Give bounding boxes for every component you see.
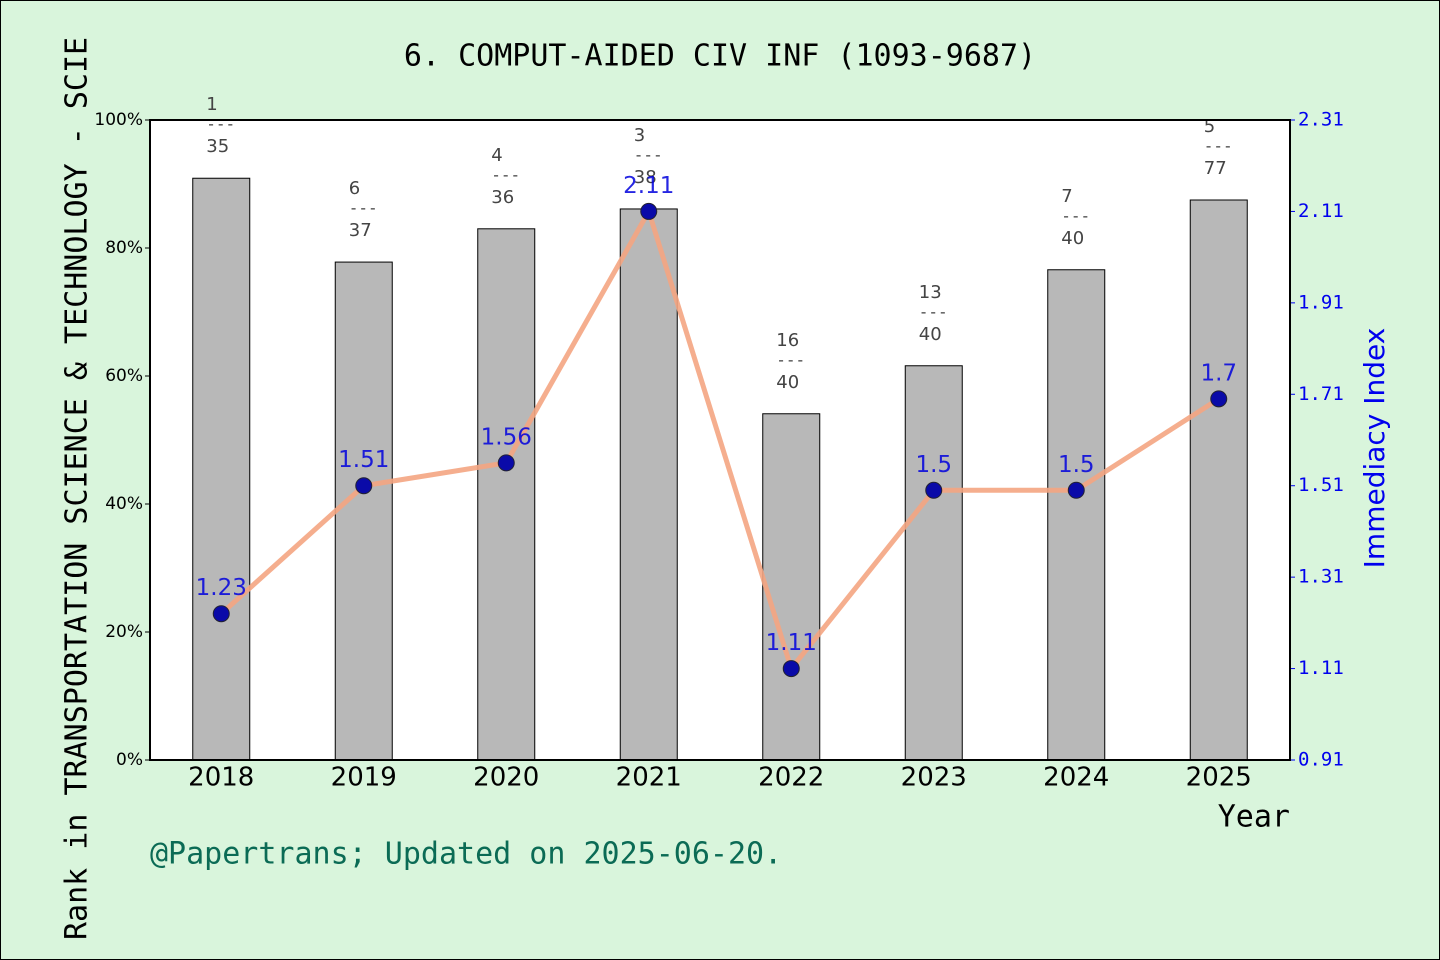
rank-total: 35 (206, 136, 229, 157)
x-tick-label: 2023 (901, 763, 967, 793)
line-marker (497, 454, 515, 472)
point-label: 1.56 (481, 424, 532, 450)
point-label: 1.5 (915, 452, 952, 478)
rank-separator: --- (491, 165, 520, 184)
x-tick-label: 2021 (616, 763, 682, 793)
y-tick-label: 60% (105, 366, 143, 386)
x-tick-label: 2019 (331, 763, 397, 793)
rank-label: 13 (919, 282, 942, 303)
point-label: 1.5 (1058, 452, 1095, 478)
rank-separator: --- (1061, 206, 1090, 225)
y2-tick-label: 1.71 (1298, 383, 1344, 405)
y2-axis-label: Immediacy Index (1358, 328, 1391, 569)
line (219, 205, 1221, 674)
bar (477, 228, 536, 761)
rank-total: 40 (919, 324, 942, 345)
rank-separator: --- (634, 145, 663, 164)
y-tick-label: 20% (105, 622, 143, 642)
x-tick-label: 2024 (1043, 763, 1109, 793)
y-tick-label: 80% (105, 238, 143, 258)
line-marker (212, 605, 230, 623)
line-marker (1210, 390, 1228, 408)
rank-total: 40 (1061, 228, 1084, 249)
line-marker (925, 481, 943, 499)
rank-label: 6 (349, 178, 360, 199)
point-label: 1.51 (338, 447, 389, 473)
rank-total: 77 (1204, 158, 1227, 179)
y-tick-label: 100% (94, 110, 143, 130)
rank-separator: --- (1204, 137, 1233, 156)
x-tick-label: 2022 (758, 763, 824, 793)
rank-separator: --- (349, 199, 378, 218)
x-tick-label: 2025 (1186, 763, 1252, 793)
bar (762, 413, 821, 761)
rank-total: 37 (349, 220, 372, 241)
rank-total: 38 (634, 167, 657, 188)
y2-tick-label: 1.11 (1298, 657, 1344, 679)
rank-label: 7 (1061, 186, 1072, 207)
x-tick-label: 2020 (473, 763, 539, 793)
bar (1047, 269, 1106, 761)
x-axis-label: Year (1218, 800, 1290, 835)
line-marker (782, 660, 800, 678)
plot-frame (149, 119, 1291, 761)
rank-separator: --- (919, 302, 948, 321)
footer: @Papertrans; Updated on 2025-06-20. (150, 837, 782, 872)
y2-tick-label: 1.31 (1298, 566, 1344, 588)
y2-tick-label: 1.51 (1298, 474, 1344, 496)
rank-total: 40 (776, 372, 799, 393)
bar (904, 365, 963, 761)
point-label: 2.11 (623, 173, 674, 199)
y2-tick-label: 1.91 (1298, 291, 1344, 313)
y-axis-label: Rank in TRANSPORTATION SCIENCE & TECHNOL… (60, 37, 95, 940)
chart-title: 6. COMPUT-AIDED CIV INF (1093-9687) (404, 39, 1036, 74)
rank-separator: --- (776, 350, 805, 369)
point-label: 1.7 (1200, 360, 1237, 386)
y2-tick-label: 2.11 (1298, 200, 1344, 222)
line-marker (355, 477, 373, 495)
y2-tick-label: 2.31 (1298, 109, 1344, 131)
line-marker (1067, 481, 1085, 499)
bar (192, 177, 251, 761)
point-label: 1.23 (196, 575, 247, 601)
rank-separator: --- (206, 115, 235, 134)
y-tick-label: 40% (105, 494, 143, 514)
y2-tick-label: 0.91 (1298, 749, 1344, 771)
rank-label: 1 (206, 94, 217, 115)
rank-label: 5 (1204, 116, 1215, 137)
bar (619, 208, 678, 761)
rank-label: 3 (634, 125, 645, 146)
line-marker (640, 202, 658, 220)
rank-total: 36 (491, 187, 514, 208)
rank-label: 16 (776, 330, 799, 351)
bar (334, 261, 393, 761)
y-tick-label: 0% (116, 750, 143, 770)
point-label: 1.11 (766, 630, 817, 656)
bar (1189, 199, 1248, 761)
x-tick-label: 2018 (188, 763, 254, 793)
rank-label: 4 (491, 145, 502, 166)
